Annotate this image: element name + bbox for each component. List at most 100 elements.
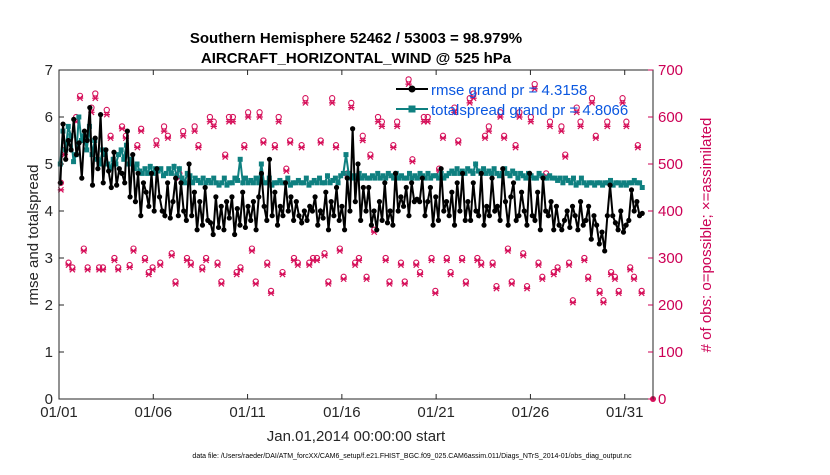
- obs-assimilated-marker: [328, 99, 336, 106]
- obs-assimilated-marker: [286, 139, 294, 146]
- rmse-marker: [119, 170, 125, 176]
- obs-assimilated-marker: [485, 128, 493, 135]
- rmse-marker: [430, 222, 436, 228]
- spread-marker: [592, 182, 598, 188]
- rmse-marker: [336, 217, 342, 223]
- spread-marker: [213, 180, 219, 186]
- spread-marker: [621, 180, 627, 186]
- obs-possible-marker: [302, 95, 309, 102]
- rmse-marker: [194, 227, 200, 233]
- obs-assimilated-marker: [340, 276, 347, 283]
- obs-assimilated-marker: [405, 81, 412, 88]
- spread-marker: [160, 173, 166, 179]
- rmse-marker: [285, 208, 291, 214]
- rmse-marker: [280, 213, 286, 219]
- rmse-marker: [197, 199, 203, 205]
- spread-marker: [602, 180, 608, 186]
- obs-assimilated-marker: [248, 247, 256, 254]
- rmse-marker: [97, 112, 104, 118]
- y-right-tick-label: 100: [658, 344, 683, 361]
- rmse-marker: [189, 213, 195, 219]
- rmse-marker: [443, 199, 450, 205]
- spread-marker: [285, 175, 291, 181]
- obs-assimilated-marker: [439, 135, 447, 142]
- spread-marker: [142, 166, 148, 172]
- y-tick-label: 2: [45, 297, 53, 314]
- obs-possible-marker: [623, 118, 630, 125]
- obs-assimilated-marker: [535, 262, 542, 269]
- rmse-marker: [237, 222, 243, 228]
- obs-possible-marker: [604, 118, 611, 125]
- obs-assimilated-marker: [581, 257, 588, 264]
- obs-assimilated-marker: [267, 290, 275, 297]
- spread-marker: [261, 180, 267, 186]
- spread-marker: [229, 180, 235, 186]
- spread-marker: [475, 168, 481, 174]
- spread-marker: [280, 180, 286, 186]
- obs-assimilated-marker: [84, 266, 91, 273]
- obs-assimilated-marker: [306, 262, 313, 269]
- rmse-marker: [382, 180, 388, 186]
- spread-marker: [203, 180, 209, 186]
- obs-assimilated-marker: [455, 139, 462, 146]
- obs-assimilated-marker: [294, 262, 301, 269]
- rmse-marker: [250, 199, 257, 205]
- spread-marker: [481, 166, 487, 172]
- spread-marker: [277, 177, 283, 183]
- rmse-marker: [403, 184, 409, 191]
- obs-possible-marker: [92, 90, 99, 97]
- spread-marker: [163, 170, 169, 176]
- spread-marker: [118, 147, 124, 153]
- obs-assimilated-marker: [179, 132, 187, 139]
- rmse-marker: [92, 135, 98, 141]
- spread-marker: [364, 175, 370, 181]
- obs-assimilated-marker: [600, 299, 607, 306]
- rmse-marker: [218, 203, 224, 209]
- obs-assimilated-marker: [416, 271, 424, 278]
- obs-assimilated-marker: [141, 257, 149, 264]
- spread-marker: [293, 180, 299, 186]
- spread-marker: [457, 170, 463, 176]
- spread-marker: [605, 180, 611, 186]
- rmse-marker: [602, 248, 608, 254]
- obs-possible-marker: [558, 123, 565, 130]
- spread-marker: [369, 173, 375, 179]
- rmse-marker: [89, 182, 96, 188]
- rmse-marker: [612, 220, 619, 226]
- rmse-marker: [140, 180, 147, 186]
- rmse-marker: [543, 208, 549, 214]
- spread-marker: [242, 175, 248, 181]
- obs-assimilated-marker: [611, 276, 619, 283]
- spread-marker: [192, 175, 198, 181]
- spread-marker: [510, 168, 516, 174]
- spread-marker: [549, 175, 555, 181]
- spread-marker: [626, 180, 632, 186]
- spread-marker: [496, 173, 502, 179]
- spread-marker: [303, 175, 309, 181]
- rmse-marker: [240, 189, 246, 195]
- spread-marker: [396, 175, 402, 181]
- rmse-marker: [465, 199, 471, 205]
- rmse-marker: [588, 236, 594, 242]
- rmse-marker: [132, 199, 139, 205]
- spread-marker: [428, 175, 434, 181]
- rmse-marker: [151, 208, 157, 214]
- obs-assimilated-marker: [443, 257, 451, 264]
- obs-assimilated-marker: [118, 125, 126, 132]
- spread-marker: [137, 168, 143, 174]
- obs-assimilated-marker: [531, 85, 538, 92]
- rmse-marker: [505, 222, 511, 228]
- obs-possible-marker: [103, 106, 110, 114]
- spread-marker: [600, 182, 606, 188]
- rmse-marker: [553, 203, 560, 209]
- rmse-marker: [524, 222, 530, 228]
- rmse-marker: [502, 199, 509, 205]
- spread-marker: [76, 114, 82, 120]
- x-axis-label: Jan.01,2014 00:00:00 start: [267, 428, 446, 445]
- spread-marker: [547, 173, 553, 179]
- rmse-marker: [449, 189, 455, 195]
- rmse-marker: [178, 180, 184, 186]
- rmse-marker: [328, 199, 334, 205]
- rmse-marker: [567, 224, 573, 231]
